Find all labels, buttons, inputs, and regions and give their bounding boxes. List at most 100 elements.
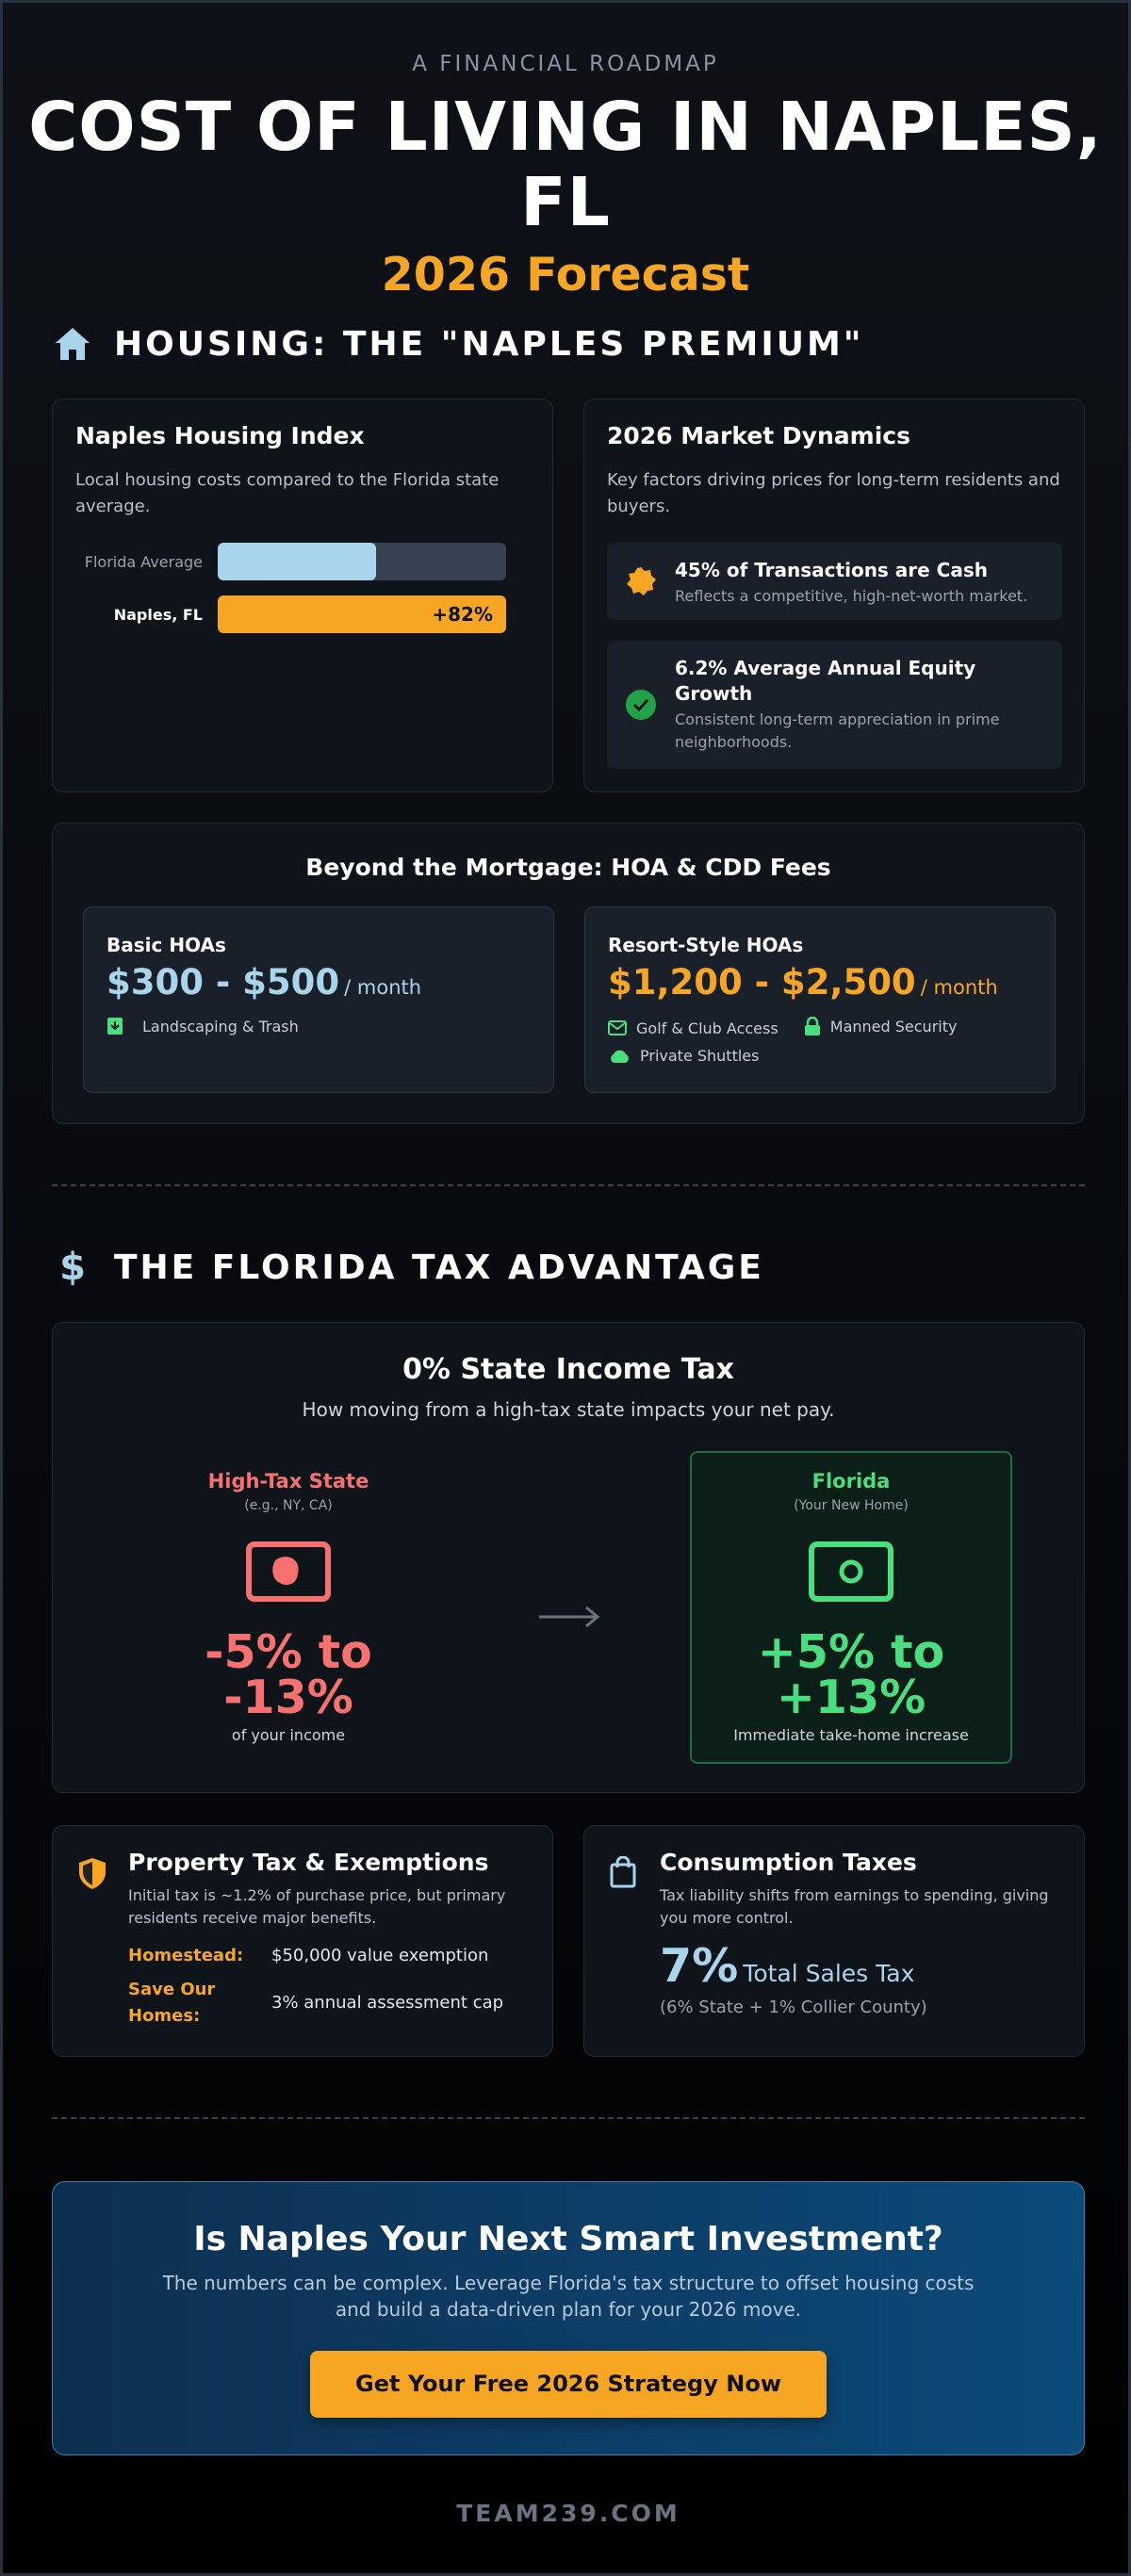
cta-line-2: and build a data-driven plan for your 20…: [335, 2298, 802, 2321]
consumption-tax-description: Tax liability shifts from earnings to sp…: [660, 1886, 1049, 1927]
florida-value: +5% to +13%: [690, 1629, 1012, 1720]
bar-track: +82%: [218, 595, 506, 633]
resort-hoa-price: $1,200 - $2,500: [608, 962, 916, 1003]
feature-label: Golf & Club Access: [636, 1019, 779, 1037]
cta-title: Is Naples Your Next Smart Investment?: [193, 2220, 943, 2258]
bar-row-florida: Florida Average: [53, 543, 506, 580]
high-tax-column: High-Tax State (e.g., NY, CA) -5% to -13…: [109, 1470, 467, 1744]
florida-value-line1: +5% to: [757, 1625, 945, 1679]
basic-hoa-card: Basic HOAs $300 - $500 / month Landscapi…: [83, 906, 554, 1093]
bar-row-naples: Naples, FL +82%: [53, 595, 506, 633]
badge-icon: [624, 558, 658, 605]
bar-value-label: +82%: [432, 603, 493, 626]
income-tax-title: 0% State Income Tax: [402, 1353, 734, 1386]
save-our-homes-label-line2: Homes:: [128, 2006, 201, 2026]
tax-title: THE FLORIDA TAX ADVANTAGE: [114, 1247, 764, 1287]
dynamics-item-subtitle: Reflects a competitive, high-net-worth m…: [675, 587, 1028, 605]
cta-banner: Is Naples Your Next Smart Investment? Th…: [52, 2181, 1085, 2455]
high-tax-title: High-Tax State: [207, 1470, 369, 1492]
bar-fill-naples: +82%: [218, 595, 506, 633]
housing-index-card: Naples Housing Index Local housing costs…: [52, 399, 553, 792]
arrow-right-icon: [537, 1606, 601, 1632]
hero: A FINANCIAL ROADMAP COST OF LIVING IN NA…: [3, 3, 1128, 302]
housing-index-description: Local housing costs compared to the Flor…: [75, 470, 500, 516]
save-our-homes-label-line1: Save Our: [128, 1980, 216, 1999]
resort-hoa-features-2: Private Shuttles: [608, 1047, 779, 1068]
property-tax-title: Property Tax & Exemptions: [128, 1849, 489, 1876]
basic-hoa-unit: / month: [344, 976, 422, 999]
resort-hoa-unit: / month: [920, 976, 998, 999]
bar-track: [218, 543, 506, 580]
high-tax-icon: [109, 1541, 467, 1602]
save-our-homes-value: 3% annual assessment cap: [271, 1993, 504, 2013]
feature-label: Manned Security: [829, 1017, 958, 1035]
market-dynamics-description: Key factors driving prices for long-term…: [607, 470, 1060, 516]
tax-heading: $ THE FLORIDA TAX ADVANTAGE: [52, 1246, 764, 1289]
resort-hoa-card: Resort-Style HOAs $1,200 - $2,500 / mont…: [584, 906, 1056, 1093]
consumption-tax-title: Consumption Taxes: [660, 1849, 917, 1876]
feature-label: Landscaping & Trash: [142, 1017, 299, 1035]
high-tax-value-line1: -5% to: [205, 1625, 372, 1679]
basic-hoa-title: Basic HOAs: [107, 934, 226, 956]
section-divider: [52, 2117, 1085, 2119]
dynamics-item-title: 45% of Transactions are Cash: [675, 559, 989, 581]
income-tax-card: 0% State Income Tax How moving from a hi…: [52, 1322, 1085, 1793]
hoa-title: Beyond the Mortgage: HOA & CDD Fees: [305, 854, 831, 881]
high-tax-foot: of your income: [231, 1726, 346, 1744]
page-title: COST OF LIVING IN NAPLES, FL: [3, 90, 1128, 240]
bar-fill-florida: [218, 543, 377, 580]
cta-description: The numbers can be complex. Leverage Flo…: [53, 2270, 1084, 2323]
dynamics-item-subtitle: Consistent long-term appreciation in pri…: [675, 710, 1000, 751]
consumption-tax-card: Consumption Taxes Tax liability shifts f…: [583, 1825, 1085, 2057]
housing-title: HOUSING: THE "NAPLES PREMIUM": [114, 324, 864, 364]
market-dynamics-card: 2026 Market Dynamics Key factors driving…: [583, 399, 1085, 792]
florida-title: Florida: [811, 1470, 891, 1492]
income-tax-subtitle: How moving from a high-tax state impacts…: [302, 1398, 835, 1421]
feature-shuttles: Private Shuttles: [608, 1047, 759, 1065]
save-our-homes-label: Save Our Homes:: [128, 1977, 271, 2030]
property-tax-description: Initial tax is ~1.2% of purchase price, …: [128, 1886, 506, 1927]
basic-hoa-price: $300 - $500: [107, 962, 340, 1003]
resort-hoa-price-row: $1,200 - $2,500 / month: [608, 962, 998, 1003]
shield-icon: [77, 1856, 107, 1894]
strategy-button[interactable]: Get Your Free 2026 Strategy Now: [310, 2351, 827, 2418]
homestead-row: Homestead: $50,000 value exemption: [128, 1943, 488, 1969]
florida-column-box: [690, 1451, 1012, 1764]
florida-foot: Immediate take-home increase: [733, 1726, 969, 1744]
florida-value-line2: +13%: [776, 1671, 926, 1724]
cta-line-1: The numbers can be complex. Leverage Flo…: [162, 2272, 975, 2294]
cloud-icon: [611, 1050, 629, 1063]
section-divider: [52, 1184, 1085, 1186]
eyebrow: A FINANCIAL ROADMAP: [412, 52, 719, 76]
sales-tax-note: (6% State + 1% Collier County): [660, 1997, 927, 2017]
housing-heading: HOUSING: THE "NAPLES PREMIUM": [52, 323, 864, 365]
sales-tax-value: 7%: [660, 1939, 739, 1993]
mail-icon: [608, 1020, 627, 1035]
feature-label: Private Shuttles: [640, 1047, 760, 1065]
home-icon: [52, 323, 93, 365]
save-our-homes-row: Save Our Homes: 3% annual assessment cap: [128, 1977, 503, 2030]
property-tax-card: Property Tax & Exemptions Initial tax is…: [52, 1825, 553, 2057]
florida-sub: (Your New Home): [794, 1498, 909, 1513]
sales-tax-row: 7% Total Sales Tax: [660, 1939, 914, 1993]
bar-label: Naples, FL: [113, 605, 203, 624]
hoa-card: Beyond the Mortgage: HOA & CDD Fees Basi…: [52, 823, 1085, 1124]
title-line-2: FL: [520, 163, 611, 241]
basic-hoa-features: Landscaping & Trash: [107, 1017, 320, 1039]
feature-security: Manned Security: [804, 1017, 958, 1035]
dynamics-item-cash: 45% of Transactions are Cash Reflects a …: [607, 543, 1062, 620]
resort-hoa-features: Golf & Club Access Manned Security: [608, 1017, 977, 1039]
resort-hoa-title: Resort-Style HOAs: [608, 934, 804, 956]
feature-landscaping: Landscaping & Trash: [107, 1017, 299, 1035]
florida-column: Florida (Your New Home) +5% to +13% Imme…: [690, 1470, 1012, 1744]
bar-label: Florida Average: [84, 552, 203, 571]
sales-tax-label: Total Sales Tax: [743, 1960, 915, 1987]
title-line-1: COST OF LIVING IN NAPLES,: [28, 88, 1103, 166]
feature-golf: Golf & Club Access: [608, 1019, 779, 1037]
homestead-value: $50,000 value exemption: [271, 1946, 489, 1965]
check-circle-icon: [624, 656, 658, 754]
lock-icon: [804, 1017, 820, 1035]
dynamics-item-equity: 6.2% Average Annual Equity Growth Consis…: [607, 641, 1062, 769]
high-tax-sub: (e.g., NY, CA): [244, 1498, 333, 1513]
